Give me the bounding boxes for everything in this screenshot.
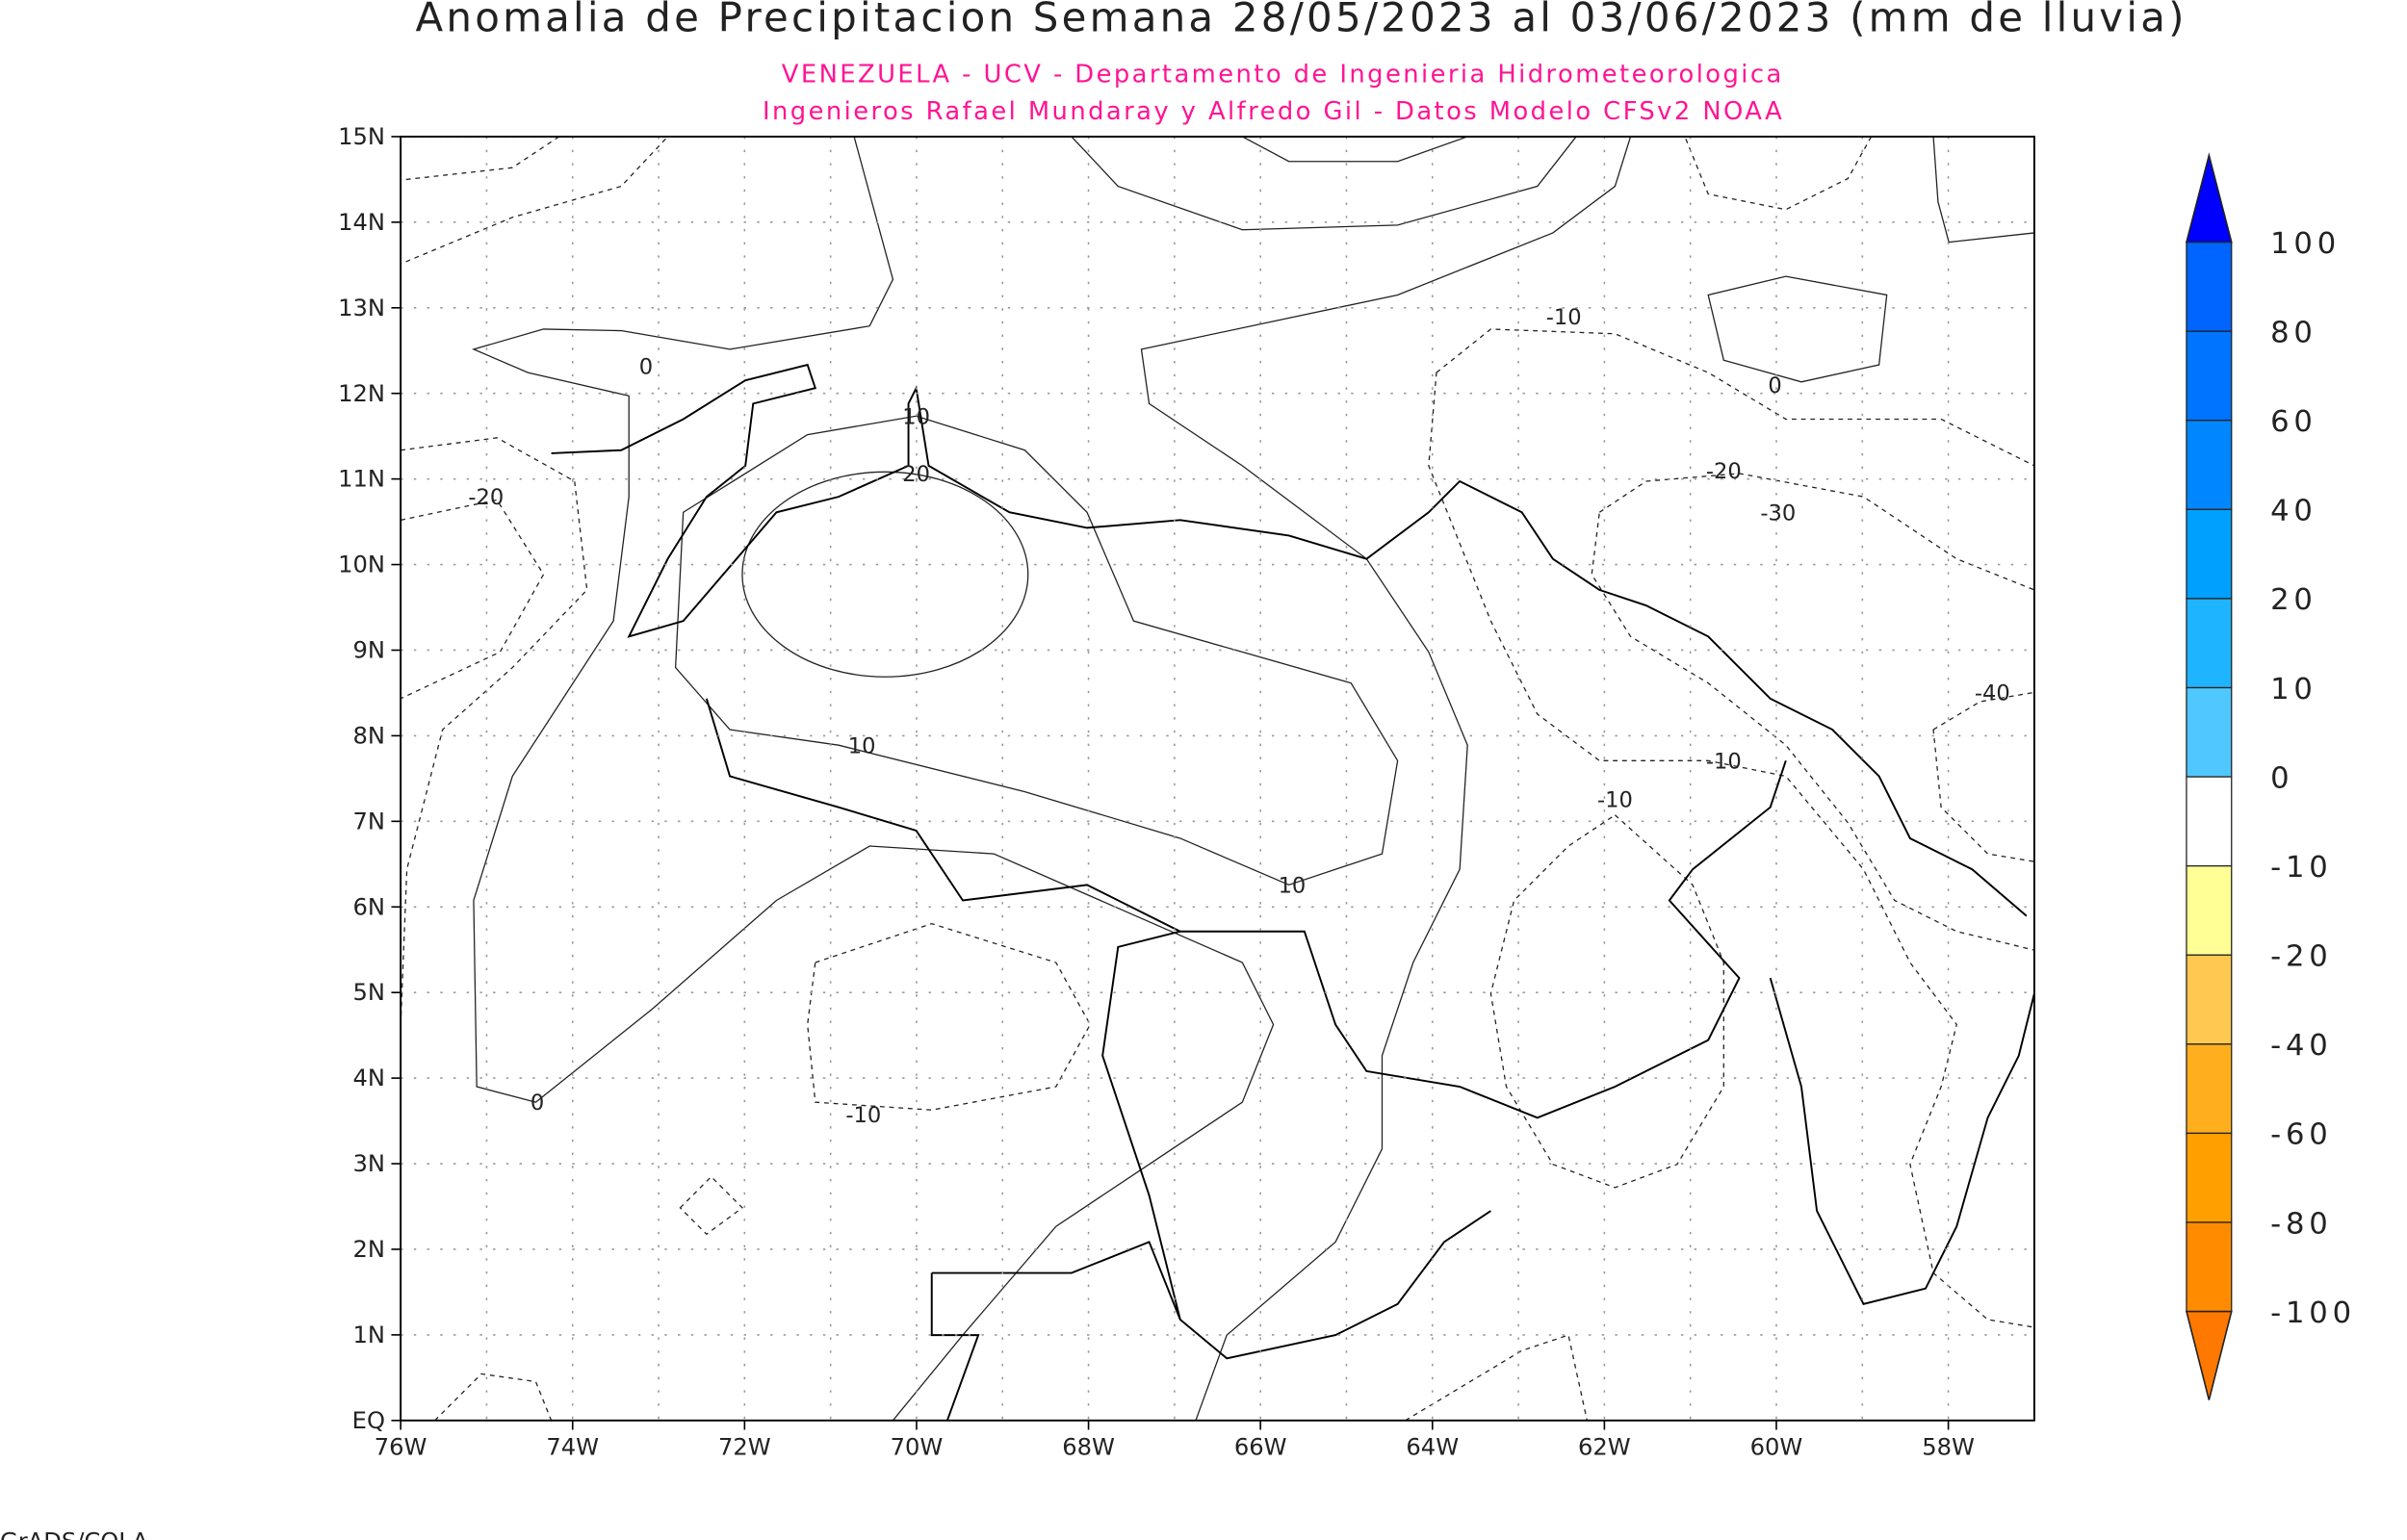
lon-tick-label: 64W: [1406, 1433, 1459, 1460]
graticule: [401, 136, 2034, 1421]
anomaly-region-neg10-20-center: [807, 922, 1091, 1111]
anomaly-region-20-40-north: [1242, 136, 1468, 163]
anomaly-region-neg10-20-nw: [401, 136, 669, 265]
colorbar-label: -100: [2270, 1296, 2356, 1330]
colorbar-segment: [2186, 330, 2233, 422]
lon-tick-label: 58W: [1922, 1433, 1975, 1460]
contour-label: 10: [1279, 873, 1307, 898]
contour-label: -10: [1706, 749, 1742, 774]
lat-tick-label: 1N: [353, 1322, 385, 1348]
anomaly-region-20-40: [741, 471, 1029, 678]
figure-subtitle-2: Ingenieros Rafael Mundaray y Alfredo Gil…: [763, 97, 1784, 126]
colorbar-label: 60: [2270, 405, 2317, 439]
lon-tick-label: 72W: [718, 1433, 771, 1460]
lon-tick-label: 66W: [1234, 1433, 1287, 1460]
colorbar-segment: [2186, 1043, 2233, 1135]
lon-tick-label: 68W: [1062, 1433, 1115, 1460]
anomaly-region-neg10-20-west: [401, 437, 588, 1025]
colorbar-segment: [2186, 776, 2233, 867]
country-borders: [705, 698, 2034, 1421]
contour-label: 10: [902, 404, 930, 429]
colorbar-segment: [2186, 1132, 2233, 1223]
anomaly-region-neg10-20-guyana: [1489, 813, 1724, 1189]
lat-tick-label: 13N: [338, 295, 385, 321]
colorbar-segment: [2186, 865, 2233, 956]
colorbar-segment: [2186, 686, 2233, 778]
anomaly-region-neg10-20-east: [1428, 328, 2034, 1328]
lon-tick-label: 76W: [375, 1433, 427, 1460]
anomaly-region-10-20-north: [1071, 136, 1577, 231]
lon-axis: 76W 74W 72W 70W 68W 66W 64W 62W 60W 58W: [375, 1420, 1975, 1460]
lat-tick-label: 8N: [353, 722, 385, 749]
colorbar-segment: [2186, 1221, 2233, 1313]
colorbar-label: -10: [2270, 851, 2333, 885]
contour-label: -20: [1706, 459, 1742, 484]
lat-axis: 15N 14N 13N 12N 11N 10N 9N 8N 7N 6N 5N 4N 3N 2N 1N EQ: [338, 123, 401, 1434]
colorbar-label: 10: [2270, 673, 2317, 706]
colorbar-segment: [2186, 954, 2233, 1045]
contour-label: 10: [848, 733, 876, 758]
contour-label: -10: [1597, 788, 1633, 813]
colorbar-label: -60: [2270, 1118, 2333, 1152]
colorbar-segment: [2186, 420, 2233, 510]
contour-label: -10: [1546, 305, 1582, 330]
colorbar-label: -80: [2270, 1207, 2333, 1241]
colorbar-label: 100: [2270, 227, 2341, 261]
anomaly-region-neg40-60-east: [1932, 691, 2034, 862]
colorbar-min-arrow: [2185, 1310, 2233, 1400]
colorbar-label: -40: [2270, 1029, 2333, 1063]
anomaly-region-neg10-20-ne: [1684, 136, 1873, 211]
contour-label: -20: [468, 485, 504, 510]
colorbar-label: 40: [2270, 495, 2317, 528]
map-area: 0 10 20 -20 10 10 0 -10 -10 0 -20 -30 -4…: [401, 136, 2034, 1421]
map-frame: [400, 135, 2035, 1422]
lat-tick-label: 2N: [353, 1236, 385, 1263]
colorbar-segment: [2186, 241, 2233, 332]
figure-subtitle-1: VENEZUELA - UCV - Departamento de Ingeni…: [782, 60, 1784, 89]
figure-title: Anomalia de Precipitacion Semana 28/05/2…: [416, 0, 2187, 40]
lon-tick-label: 62W: [1578, 1433, 1631, 1460]
lon-tick-label: 74W: [546, 1433, 599, 1460]
lat-tick-label: 14N: [338, 209, 385, 236]
coastline: [551, 363, 2028, 917]
lat-tick-label: 11N: [338, 466, 385, 493]
contour-label: 0: [1768, 373, 1781, 398]
anomaly-region-10-20: [674, 415, 1399, 886]
lat-tick-label: 9N: [353, 637, 385, 664]
colorbar-segment: [2186, 508, 2233, 600]
lat-tick-label: EQ: [352, 1407, 385, 1434]
lon-tick-label: 60W: [1750, 1433, 1803, 1460]
colorbar-segment: [2186, 598, 2233, 689]
colorbar-label: -20: [2270, 940, 2333, 974]
lon-tick-label: 70W: [891, 1433, 944, 1460]
lat-tick-label: 4N: [353, 1065, 385, 1091]
contour-labels: 0 10 20 -20 10 10 0 -10 -10 0 -20 -30 -4…: [468, 305, 2009, 1128]
lat-tick-label: 12N: [338, 380, 385, 407]
lat-tick-label: 10N: [338, 552, 385, 578]
contour-label: 0: [639, 355, 653, 380]
colorbar-label: 0: [2270, 761, 2293, 795]
colorbar-label: 80: [2270, 316, 2317, 349]
contour-label: -30: [1760, 500, 1796, 526]
colorbar-label: 20: [2270, 583, 2317, 617]
contour-label: -40: [1975, 680, 2010, 706]
anomaly-region-0-10-blob: [1707, 275, 1888, 383]
lat-tick-label: 6N: [353, 893, 385, 920]
anomaly-region-0-10-ne: [1932, 136, 2034, 244]
anomaly-region-neg10-20-small: [679, 1175, 743, 1236]
colorbar-max-arrow: [2185, 152, 2233, 244]
lat-tick-label: 7N: [353, 808, 385, 834]
anomaly-region-0-10: [472, 136, 1632, 1421]
footer-credit: GrADS/COLA: [0, 1528, 148, 1540]
lat-tick-label: 3N: [353, 1150, 385, 1177]
contour-label: 20: [902, 462, 930, 487]
lat-tick-label: 5N: [353, 979, 385, 1006]
contour-label: -10: [845, 1103, 881, 1128]
contour-label: 0: [531, 1091, 544, 1116]
lat-tick-label: 15N: [338, 123, 385, 150]
anomaly-region-neg20-40-nw: [401, 136, 560, 181]
